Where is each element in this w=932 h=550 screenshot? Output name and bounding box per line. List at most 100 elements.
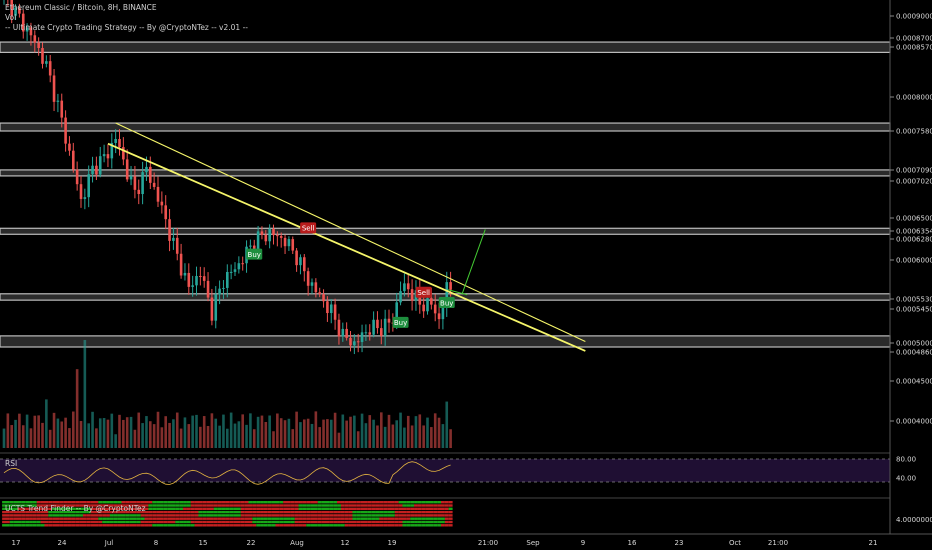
rsi-legend[interactable]: RSI <box>5 459 18 468</box>
trend-cell <box>171 507 176 510</box>
trend-cell <box>48 510 53 514</box>
trend-cell <box>202 501 207 504</box>
trend-cell <box>310 501 314 504</box>
trend-cell <box>159 507 164 510</box>
candle-body <box>399 291 402 303</box>
volume-bar <box>376 425 379 448</box>
volume-bar <box>133 429 137 448</box>
trend-cell <box>59 504 64 507</box>
trend-cell <box>2 524 6 527</box>
trend-cell <box>140 524 145 527</box>
volume-bar <box>14 419 17 448</box>
trend-cell <box>36 517 41 520</box>
trend-cell <box>375 517 380 520</box>
trend-cell <box>98 507 103 510</box>
trend-cell <box>9 524 14 527</box>
trend-cell <box>379 520 384 524</box>
trend-cell <box>144 507 149 510</box>
trend-cell <box>414 507 418 510</box>
trend-cell <box>283 514 288 517</box>
trend-cell <box>441 510 445 514</box>
trend-cell <box>364 510 368 514</box>
trend-cell <box>340 517 345 520</box>
volume-bar <box>95 428 98 448</box>
trend-cell <box>129 524 134 527</box>
trend-cell <box>113 507 118 510</box>
trend-cell <box>302 510 307 514</box>
volume-legend[interactable]: Vol <box>5 13 17 22</box>
trend-cell <box>329 510 334 514</box>
trend-cell <box>337 507 341 510</box>
trend-cell <box>29 517 33 520</box>
candle-body <box>68 143 71 151</box>
trend-cell <box>306 520 311 524</box>
candle-body <box>303 257 306 272</box>
trend-cell <box>48 507 53 510</box>
trend-cell <box>179 504 184 507</box>
trend-cell <box>67 524 72 527</box>
price-label-bg <box>891 226 932 236</box>
volume-bar <box>406 415 410 448</box>
trend-cell <box>67 507 72 510</box>
trend-cell <box>417 504 422 507</box>
trend-axis-label: 4.00000000 <box>896 516 932 524</box>
strategy-legend[interactable]: -- Ultimate Crypto Trading Strategy -- B… <box>5 23 248 32</box>
trend-cell <box>109 507 114 510</box>
trend-cell <box>175 507 180 510</box>
candle-body <box>83 197 87 199</box>
trend-cell <box>217 501 222 504</box>
volume-bar <box>268 415 271 448</box>
time-label: 24 <box>58 539 67 547</box>
trend-cell <box>21 504 26 507</box>
trend-cell <box>290 501 295 504</box>
trend-cell <box>425 517 430 520</box>
trend-cell <box>17 520 22 524</box>
trend-cell <box>302 524 307 527</box>
time-label: 9 <box>581 539 585 547</box>
trend-cell <box>414 504 418 507</box>
trend-cell <box>136 520 141 524</box>
trend-cell <box>113 517 118 520</box>
trend-cell <box>48 524 53 527</box>
candle-body <box>41 48 44 64</box>
trend-cell <box>225 507 230 510</box>
trend-cell <box>86 510 91 514</box>
trend-cell <box>398 501 403 504</box>
price-label-bg <box>891 294 932 304</box>
trend-cell <box>283 504 288 507</box>
trend-cell <box>71 524 76 527</box>
trend-cell <box>2 507 6 510</box>
trend-cell <box>410 507 415 510</box>
symbol-legend[interactable]: Ethereum Classic / Bitcoin, 8H, BINANCE <box>5 3 157 12</box>
trend-cell <box>40 517 45 520</box>
trend-cell <box>221 501 226 504</box>
trend-cell <box>121 514 126 517</box>
trend-cell <box>90 524 95 527</box>
trend-cell <box>429 520 434 524</box>
trend-cell <box>194 514 199 517</box>
rsi-axis-label: 80.00 <box>896 456 916 464</box>
trend-cell <box>163 507 168 510</box>
trend-cell <box>398 514 403 517</box>
trend-cell <box>348 504 353 507</box>
time-axis[interactable]: 17 24 Jul 8 15 22 Aug 12 19 21:00 Sep 9 16 23 Oct 21:00… <box>0 533 932 547</box>
trend-cell <box>429 504 434 507</box>
trend-cell <box>121 524 126 527</box>
trend-cell <box>398 510 403 514</box>
trend-cell <box>417 510 422 514</box>
rsi-band <box>0 459 890 482</box>
candle-body <box>249 245 252 247</box>
trend-cell <box>190 520 195 524</box>
trend-cell <box>433 520 438 524</box>
trend-cell <box>298 507 303 510</box>
trend-cell <box>5 520 10 524</box>
trend-cell <box>67 517 72 520</box>
trend-cell <box>356 514 361 517</box>
trend-cell <box>56 514 60 517</box>
trend-finder-legend[interactable]: UCTS Trend Finder -- By @CryptoNTez <box>5 504 146 513</box>
trend-cell <box>260 517 264 520</box>
volume-bar <box>68 428 71 448</box>
trend-cell <box>82 517 87 520</box>
